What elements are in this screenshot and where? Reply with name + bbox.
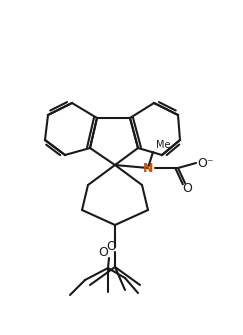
Text: N: N (143, 161, 153, 175)
Text: O: O (182, 182, 192, 195)
Text: Me: Me (156, 140, 171, 150)
Text: O⁻: O⁻ (197, 156, 213, 170)
Text: O: O (106, 241, 116, 254)
Text: O: O (98, 247, 108, 260)
